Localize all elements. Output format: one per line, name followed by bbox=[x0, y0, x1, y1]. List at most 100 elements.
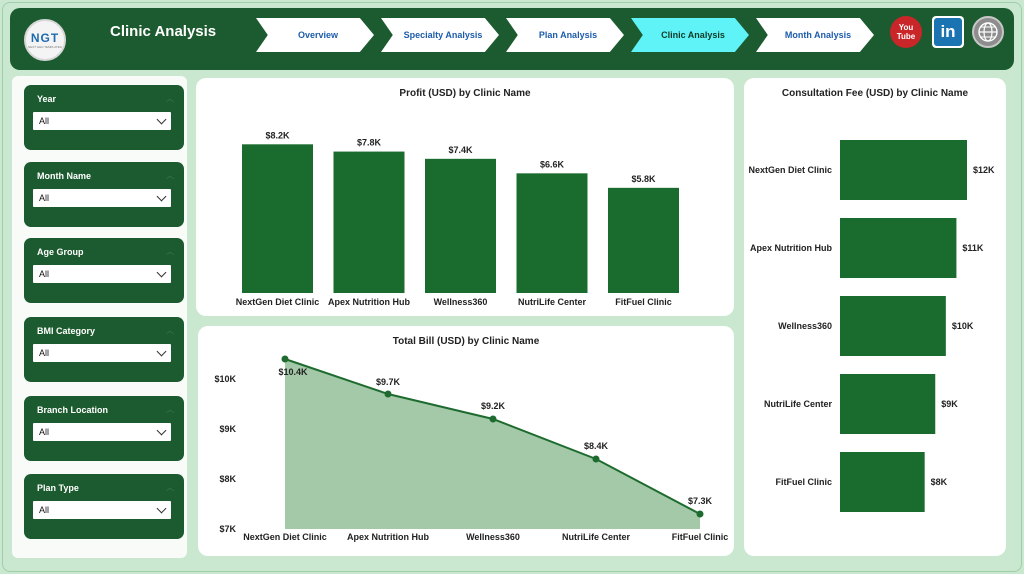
chevron-down-icon bbox=[156, 503, 167, 513]
bill-point[interactable] bbox=[592, 455, 600, 463]
slicer-branch-location: Branch Location ︿ All bbox=[24, 396, 184, 461]
fee-bar[interactable] bbox=[840, 374, 936, 434]
profit-chart-title: Profit (USD) by Clinic Name bbox=[399, 88, 531, 99]
consultation-fee-chart-title: Consultation Fee (USD) by Clinic Name bbox=[781, 88, 969, 99]
profit-x-tick-label: FitFuel Clinic bbox=[615, 297, 672, 307]
tab-plan-analysis[interactable]: Plan Analysis bbox=[506, 18, 624, 52]
bill-area bbox=[285, 359, 700, 529]
bill-y-tick-label: $8K bbox=[219, 474, 236, 484]
logo-subtext: NEXT GEN TEMPLATES bbox=[28, 45, 62, 49]
profit-bar[interactable] bbox=[425, 158, 496, 293]
chevron-up-icon[interactable]: ︿ bbox=[166, 247, 174, 256]
consultation-fee-chart-card: Consultation Fee (USD) by Clinic Name Ne… bbox=[744, 78, 1006, 556]
profit-bar[interactable] bbox=[516, 173, 588, 293]
chevron-up-icon[interactable]: ︿ bbox=[166, 326, 174, 335]
profit-chart-card: Profit (USD) by Clinic Name $8.2K NextGen… bbox=[196, 78, 734, 316]
linkedin-icon[interactable]: in bbox=[932, 16, 964, 48]
fee-data-label: $12K bbox=[973, 165, 995, 175]
plan-type-dropdown[interactable]: All bbox=[33, 501, 171, 519]
bill-point[interactable] bbox=[281, 355, 289, 363]
tab-overview[interactable]: Overview bbox=[256, 18, 374, 52]
chevron-up-icon[interactable]: ︿ bbox=[166, 171, 174, 180]
tab-specialty-analysis[interactable]: Specialty Analysis bbox=[381, 18, 499, 52]
chevron-down-icon bbox=[156, 191, 167, 201]
profit-x-tick-label: Wellness360 bbox=[434, 297, 488, 307]
bmi-category-dropdown-value: All bbox=[39, 348, 50, 358]
chevron-down-icon bbox=[156, 346, 167, 356]
bill-point[interactable] bbox=[384, 390, 392, 398]
profit-x-tick-label: Apex Nutrition Hub bbox=[328, 297, 410, 307]
slicer-age-group-label: Age Group bbox=[37, 247, 84, 257]
globe-icon[interactable] bbox=[972, 16, 1004, 48]
age-group-dropdown-value: All bbox=[39, 269, 50, 279]
slicer-age-group: Age Group ︿ All bbox=[24, 238, 184, 303]
profit-bar[interactable] bbox=[608, 187, 679, 293]
ngt-logo: NGT NEXT GEN TEMPLATES bbox=[24, 19, 66, 61]
year-dropdown[interactable]: All bbox=[33, 112, 171, 130]
profit-x-tick-label: NutriLife Center bbox=[518, 297, 587, 307]
branch-location-dropdown-value: All bbox=[39, 427, 50, 437]
bill-y-tick-label: $10K bbox=[214, 374, 236, 384]
bill-x-tick-label: Wellness360 bbox=[466, 532, 520, 542]
tab-month-analysis[interactable]: Month Analysis bbox=[756, 18, 874, 52]
chevron-down-icon bbox=[156, 114, 167, 124]
month-name-dropdown-value: All bbox=[39, 193, 50, 203]
slicer-panel: Year ︿ All Month Name ︿ All Age Group ︿ … bbox=[12, 76, 187, 558]
chevron-down-icon bbox=[156, 425, 167, 435]
tab-clinic-analysis[interactable]: Clinic Analysis bbox=[631, 18, 749, 52]
slicer-branch-location-label: Branch Location bbox=[37, 405, 109, 415]
fee-data-label: $9K bbox=[941, 399, 958, 409]
header-bar: NGT NEXT GEN TEMPLATES Clinic Analysis O… bbox=[10, 8, 1014, 70]
slicer-month-name: Month Name ︿ All bbox=[24, 162, 184, 227]
fee-y-tick-label: NutriLife Center bbox=[764, 399, 833, 409]
slicer-month-name-label: Month Name bbox=[37, 171, 91, 181]
slicer-bmi-category: BMI Category ︿ All bbox=[24, 317, 184, 382]
logo-text: NGT bbox=[30, 31, 60, 45]
fee-bar[interactable] bbox=[840, 296, 946, 356]
globe-icon-graphic bbox=[978, 22, 998, 42]
profit-bar[interactable] bbox=[333, 151, 405, 293]
chevron-up-icon[interactable]: ︿ bbox=[166, 483, 174, 492]
fee-data-label: $11K bbox=[962, 243, 984, 253]
fee-y-tick-label: NextGen Diet Clinic bbox=[748, 165, 832, 175]
slicer-plan-type-label: Plan Type bbox=[37, 483, 79, 493]
page-title: Clinic Analysis bbox=[110, 23, 217, 40]
bill-y-tick-label: $9K bbox=[219, 424, 236, 434]
profit-x-tick-label: NextGen Diet Clinic bbox=[236, 297, 320, 307]
total-bill-chart: $10K $9K $8K $7K $10.4K NextGen Diet Clinic $9… bbox=[214, 355, 728, 542]
slicer-year: Year ︿ All bbox=[24, 85, 184, 150]
youtube-icon-text-bottom: Tube bbox=[896, 32, 916, 41]
plan-type-dropdown-value: All bbox=[39, 505, 50, 515]
fee-y-tick-label: Apex Nutrition Hub bbox=[750, 243, 832, 253]
profit-bar[interactable] bbox=[242, 144, 313, 293]
profit-data-label: $7.4K bbox=[448, 145, 473, 155]
profit-data-label: $7.8K bbox=[357, 138, 382, 148]
year-dropdown-value: All bbox=[39, 116, 50, 126]
youtube-icon[interactable]: You Tube bbox=[890, 16, 922, 48]
branch-location-dropdown[interactable]: All bbox=[33, 423, 171, 441]
total-bill-chart-card: Total Bill (USD) by Clinic Name $10K $9K $… bbox=[198, 326, 734, 556]
fee-bar[interactable] bbox=[840, 218, 957, 278]
chevron-up-icon[interactable]: ︿ bbox=[166, 405, 174, 414]
bill-point[interactable] bbox=[489, 415, 497, 423]
bill-data-label: $9.2K bbox=[481, 401, 506, 411]
consultation-fee-chart: NextGen Diet Clinic $12K Apex Nutrition Hu… bbox=[748, 140, 995, 512]
bill-y-tick-label: $7K bbox=[219, 524, 236, 534]
month-name-dropdown[interactable]: All bbox=[33, 189, 171, 207]
chevron-down-icon bbox=[156, 267, 167, 277]
chevron-up-icon[interactable]: ︿ bbox=[166, 94, 174, 103]
bmi-category-dropdown[interactable]: All bbox=[33, 344, 171, 362]
slicer-plan-type: Plan Type ︿ All bbox=[24, 474, 184, 539]
fee-bar[interactable] bbox=[840, 452, 925, 512]
slicer-bmi-category-label: BMI Category bbox=[37, 326, 96, 336]
profit-data-label: $6.6K bbox=[540, 159, 565, 169]
fee-bar[interactable] bbox=[840, 140, 967, 200]
bill-point[interactable] bbox=[696, 510, 704, 518]
age-group-dropdown[interactable]: All bbox=[33, 265, 171, 283]
fee-y-tick-label: Wellness360 bbox=[778, 321, 832, 331]
slicer-year-label: Year bbox=[37, 94, 57, 104]
bill-data-label: $9.7K bbox=[376, 377, 401, 387]
profit-chart: $8.2K NextGen Diet Clinic $7.8K Apex Nutrit… bbox=[236, 130, 679, 307]
bill-data-label: $8.4K bbox=[584, 441, 609, 451]
fee-data-label: $8K bbox=[931, 477, 948, 487]
